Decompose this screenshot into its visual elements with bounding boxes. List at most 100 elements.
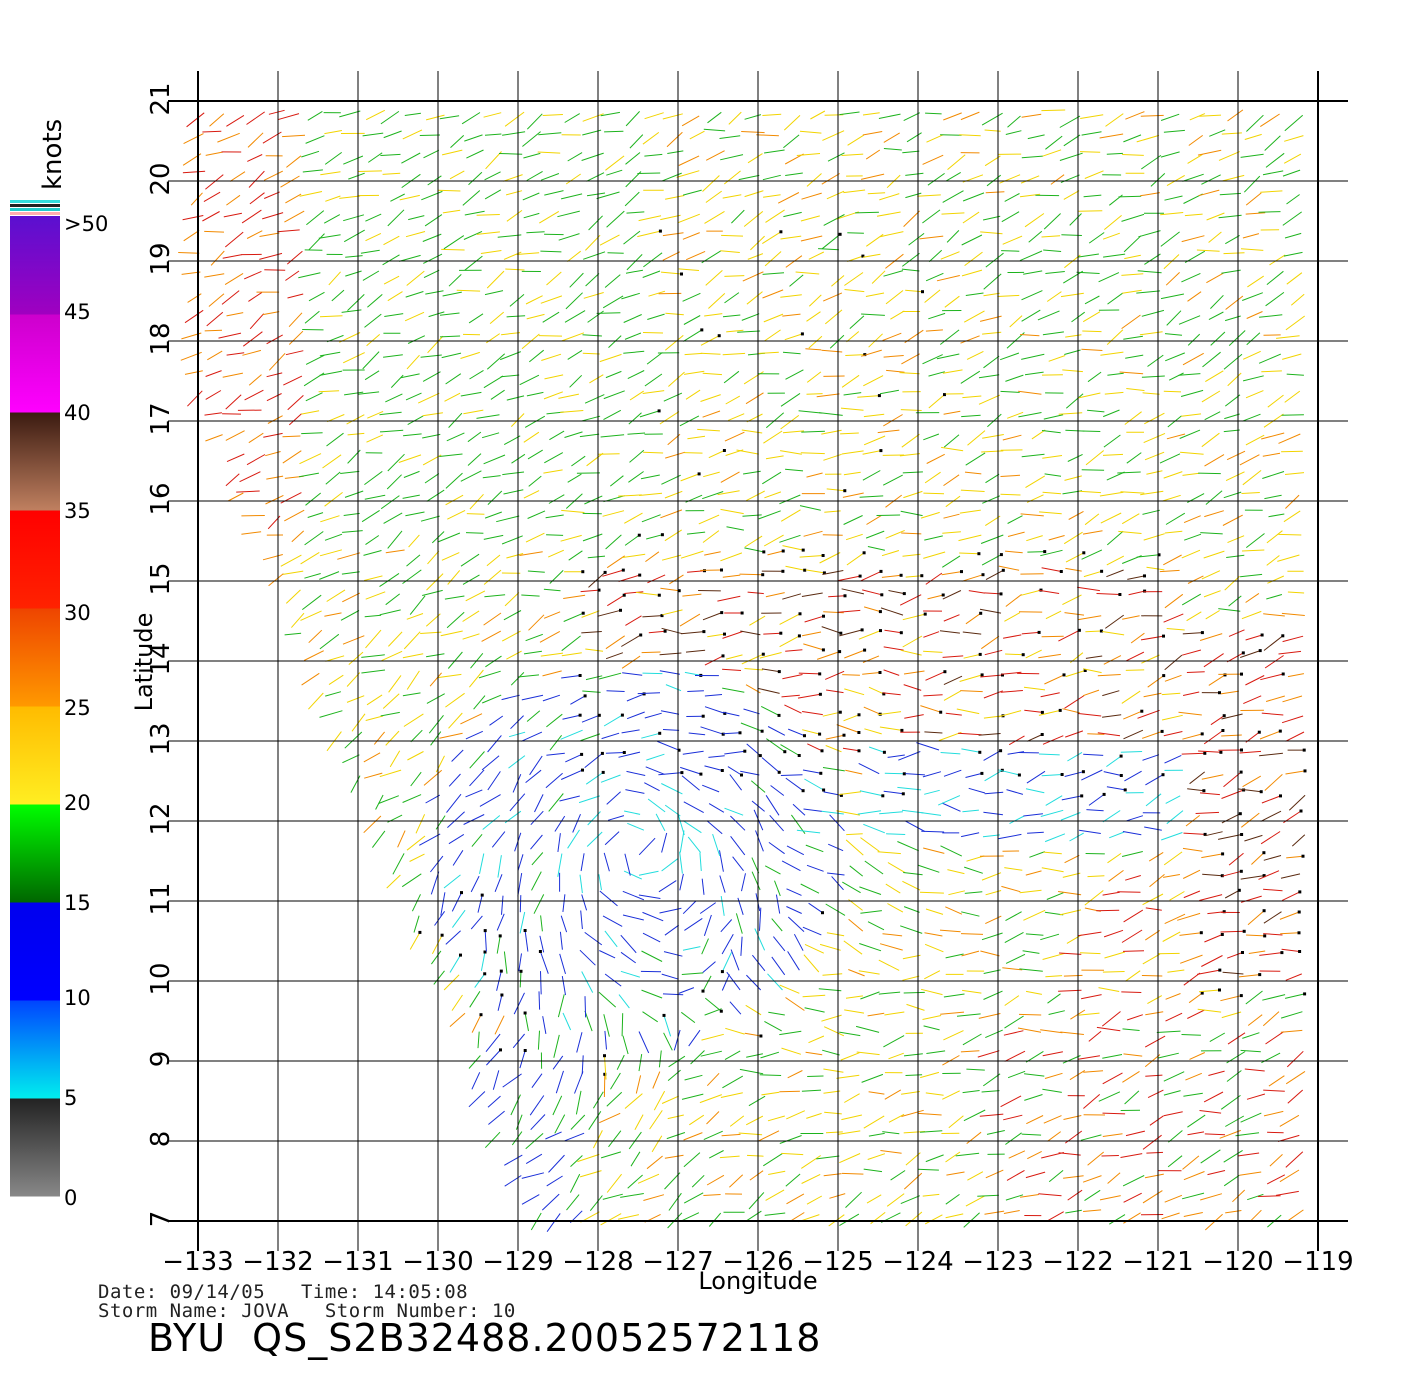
- wind-vector: [482, 694, 502, 704]
- wind-vector: [242, 331, 263, 347]
- wind-vector: [503, 174, 523, 182]
- wind-vector: [1004, 193, 1020, 202]
- wind-vector: [888, 1113, 905, 1123]
- wind-vector: [781, 1047, 802, 1055]
- wind-vector: [945, 1213, 964, 1219]
- wind-vector: [661, 858, 678, 872]
- wind-vector: [604, 1055, 607, 1080]
- wind-vector: [1042, 149, 1062, 157]
- colorbar-label: 30: [64, 601, 91, 625]
- wind-vector: [523, 431, 540, 443]
- wind-vector: [943, 474, 960, 487]
- wind-vector: [704, 694, 723, 697]
- wind-vector: [1107, 852, 1122, 864]
- wind-vector: [1181, 593, 1202, 606]
- wind-vector: [901, 252, 920, 267]
- wind-vector: [1019, 889, 1042, 894]
- wind-vector: [638, 1031, 650, 1054]
- wind-vector: [901, 353, 920, 365]
- wind-vector: [1258, 353, 1281, 364]
- wind-vector: [567, 349, 583, 360]
- wind-vector: [774, 880, 781, 897]
- wind-vector: [248, 374, 262, 386]
- wind-vector: [1265, 291, 1285, 307]
- wind-vector: [1167, 1155, 1183, 1168]
- wind-vector: [702, 410, 721, 418]
- wind-vector: [900, 1195, 920, 1205]
- wind-vector: [708, 803, 725, 813]
- rain-flag-dot: [1221, 852, 1225, 856]
- rain-flag-dot: [1222, 714, 1226, 718]
- wind-vector: [584, 931, 603, 946]
- rain-flag-dot: [838, 710, 842, 714]
- wind-vector: [580, 910, 583, 930]
- wind-vector: [448, 833, 465, 845]
- wind-vector: [610, 1072, 621, 1090]
- wind-vector: [501, 535, 523, 545]
- wind-vector: [558, 233, 580, 241]
- wind-vector: [539, 935, 545, 953]
- wind-vector: [301, 410, 320, 415]
- wind-vector: [582, 533, 603, 542]
- wind-vector: [1265, 152, 1285, 168]
- wind-vector: [484, 511, 502, 519]
- wind-vector: [760, 1051, 780, 1059]
- wind-vector: [904, 714, 924, 719]
- rain-flag-dot: [1237, 888, 1241, 892]
- rain-flag-dot: [1001, 568, 1005, 572]
- wind-vector: [1102, 714, 1122, 718]
- wind-vector: [721, 952, 732, 972]
- colorbar-segment: [10, 804, 60, 903]
- rain-flag-dot: [1099, 629, 1103, 633]
- wind-vector: [447, 509, 466, 520]
- wind-vector: [1247, 275, 1264, 288]
- wind-vector: [426, 573, 444, 591]
- wind-vector: [741, 653, 764, 665]
- wind-vector: [555, 1070, 564, 1094]
- wind-vector: [997, 294, 1020, 297]
- rain-flag-dot: [1297, 931, 1301, 935]
- wind-vector: [1002, 235, 1023, 245]
- wind-vector: [771, 918, 783, 932]
- wind-vector: [862, 470, 881, 481]
- wind-vector: [1003, 1114, 1023, 1121]
- wind-vector: [1043, 851, 1062, 855]
- rain-flag-dot: [818, 672, 822, 676]
- wind-vector: [422, 412, 443, 417]
- wind-vector: [641, 514, 661, 523]
- wind-vector: [477, 894, 483, 913]
- wind-vector: [1181, 752, 1205, 755]
- wind-vector: [1144, 1173, 1164, 1179]
- wind-vector: [402, 569, 422, 585]
- wind-vector: [319, 351, 341, 357]
- wind-vector: [544, 374, 564, 380]
- rain-flag-dot: [902, 592, 906, 596]
- wind-vector: [549, 570, 564, 584]
- rain-flag-dot: [999, 592, 1003, 596]
- wind-vector: [1097, 674, 1121, 677]
- wind-vector: [964, 891, 983, 894]
- wind-vector: [598, 991, 617, 1008]
- wind-vector: [1127, 575, 1145, 580]
- wind-vector: [451, 994, 463, 1011]
- wind-vector: [1026, 990, 1042, 995]
- wind-vector: [901, 1109, 924, 1117]
- wind-vector: [722, 1075, 744, 1089]
- longitude-tick-label: −130: [402, 1247, 473, 1277]
- wind-vector: [344, 490, 364, 498]
- wind-vector: [629, 449, 645, 463]
- wind-vector: [735, 913, 743, 934]
- wind-vector: [1042, 491, 1062, 495]
- wind-vector: [1247, 1014, 1263, 1026]
- wind-vector: [943, 614, 960, 622]
- wind-vector: [560, 410, 584, 413]
- wind-vector: [1183, 832, 1206, 835]
- wind-vector: [434, 911, 446, 926]
- wind-vector: [1220, 1094, 1241, 1110]
- wind-vector: [1287, 591, 1305, 594]
- wind-vector: [540, 652, 564, 657]
- wind-vector: [1007, 115, 1021, 128]
- wind-vector: [1137, 709, 1160, 719]
- wind-vector: [1087, 733, 1105, 735]
- wind-vector: [883, 790, 904, 795]
